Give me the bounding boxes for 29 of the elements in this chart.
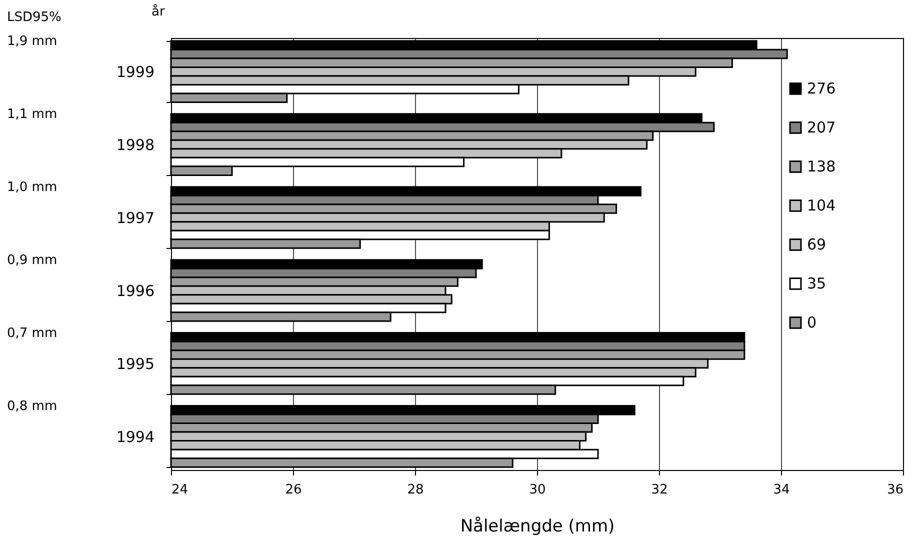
y-axis-title: år [152,4,166,20]
legend-label: 104 [807,196,836,215]
legend-label: 0 [807,314,817,332]
legend-label: 69 [807,236,826,254]
text: 1,0 mm [7,180,58,195]
y-tick-label: 1999 [116,63,154,82]
legend-label: 138 [807,158,836,176]
y-tick-label: 1997 [116,209,154,228]
y-tick-label: 1995 [116,354,154,373]
x-tick-label: 26 [285,482,302,498]
x-axis-title: Nålelængde (mm) [460,516,615,536]
x-tick-label: 32 [651,482,668,498]
x-tick-label: 30 [529,482,546,498]
x-tick-label: 36 [886,482,904,498]
text: LSD95% [7,10,62,25]
x-tick-label: 28 [407,482,424,498]
y-tick-label: 1994 [116,428,154,446]
text: 0,9 mm [7,252,58,268]
legend-label: 35 [807,274,826,293]
text: 0,8 mm [7,398,58,414]
text: 1,9 mm [7,34,58,49]
y-tick-label: 1996 [116,282,154,300]
text: 0,7 mm [7,326,58,341]
legend-label: 207 [807,118,836,137]
legend-label: 276 [807,80,836,98]
x-tick-label: 34 [773,482,790,498]
x-tick-label: 24 [172,482,188,498]
y-tick-label: 1998 [116,136,154,154]
text: 1,1 mm [7,106,58,122]
